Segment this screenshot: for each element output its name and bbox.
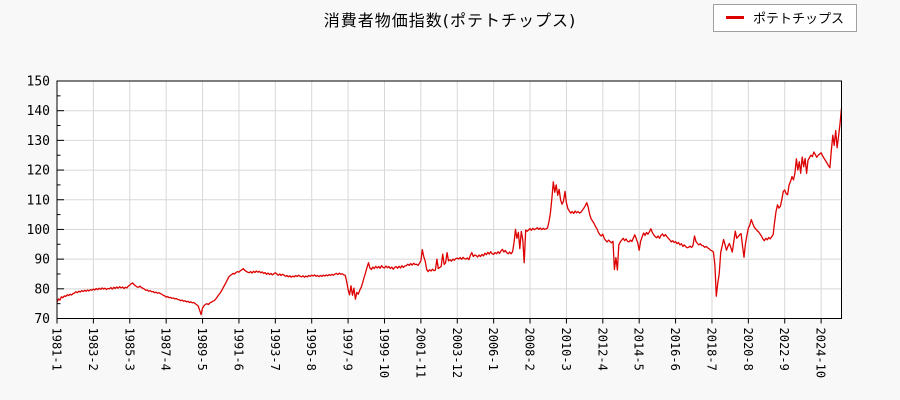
- x-tick-label: 2014-5: [632, 328, 646, 371]
- y-tick-label: 90: [34, 253, 50, 268]
- legend: ポテトチップス: [712, 4, 857, 32]
- x-tick-label: 2012-4: [595, 328, 609, 371]
- x-tick-label: 1999-10: [377, 328, 391, 379]
- y-tick-label: 100: [27, 223, 50, 238]
- y-tick-label: 70: [34, 312, 50, 327]
- y-tick-label: 80: [34, 282, 50, 297]
- x-tick-label: 1989-5: [195, 328, 209, 371]
- y-tick-label: 110: [27, 193, 50, 208]
- x-tick-label: 1987-4: [159, 328, 173, 371]
- x-tick-label: 1981-1: [50, 328, 64, 371]
- chart-title: 消費者物価指数(ポテトチップス): [323, 11, 577, 30]
- y-tick-label: 150: [27, 75, 50, 90]
- x-tick-label: 2008-2: [523, 328, 537, 371]
- x-tick-label: 2024-10: [814, 328, 828, 379]
- cpi-series-line: [56, 108, 843, 316]
- x-tick-label: 1983-2: [86, 328, 100, 371]
- x-tick-label: 2016-6: [668, 328, 682, 371]
- x-tick-label: 1991-6: [231, 328, 245, 371]
- x-tick-label: 1985-3: [122, 328, 136, 371]
- x-tick-label: 2006-1: [486, 328, 500, 371]
- x-tick-label: 1995-8: [304, 328, 318, 371]
- x-tick-label: 1993-7: [268, 328, 282, 371]
- x-tick-label: 2010-3: [559, 328, 573, 371]
- legend-line-swatch: [725, 16, 744, 19]
- y-tick-label: 140: [27, 104, 50, 119]
- x-tick-label: 2022-9: [777, 328, 791, 371]
- y-tick-label: 130: [27, 134, 50, 149]
- x-tick-label: 1997-9: [341, 328, 355, 371]
- legend-label: ポテトチップス: [752, 12, 844, 27]
- x-tick-label: 2018-7: [705, 328, 719, 371]
- x-tick-label: 2020-8: [741, 328, 755, 371]
- x-tick-label: 2003-12: [450, 328, 464, 379]
- x-tick-label: 2001-11: [413, 328, 427, 379]
- y-tick-label: 120: [27, 164, 50, 179]
